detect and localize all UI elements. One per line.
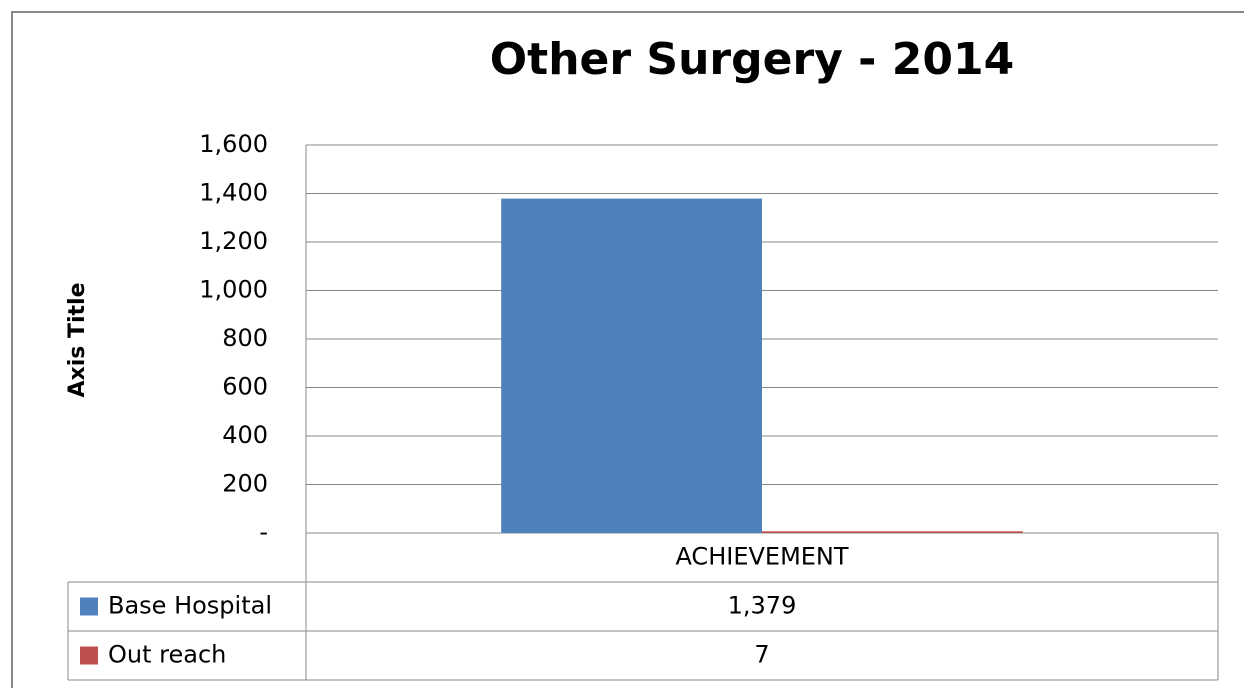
bar [501, 198, 762, 533]
y-tick-label: 600 [222, 373, 268, 401]
y-tick-label: 400 [222, 421, 268, 449]
bar [762, 531, 1023, 533]
y-tick-label: 1,400 [199, 179, 268, 207]
legend-label: Out reach [108, 641, 226, 669]
legend-label: Base Hospital [108, 592, 272, 620]
y-tick-label: 200 [222, 470, 268, 498]
y-tick-label: - [259, 518, 268, 546]
y-axis-title: Axis Title [65, 282, 90, 397]
x-tick-label: ACHIEVEMENT [675, 543, 848, 571]
y-tick-label: 1,000 [199, 276, 268, 304]
table-value: 1,379 [728, 592, 797, 620]
legend-key [80, 597, 98, 616]
chart-title: Other Surgery - 2014 [490, 34, 1014, 85]
y-tick-label: 1,600 [199, 130, 268, 158]
y-tick-label: 1,200 [199, 227, 268, 255]
y-tick-label: 800 [222, 324, 268, 352]
table-value: 7 [754, 641, 769, 669]
legend-key [80, 646, 98, 665]
